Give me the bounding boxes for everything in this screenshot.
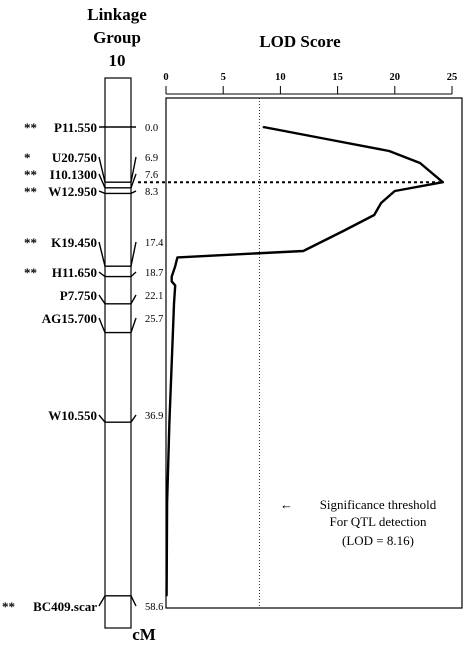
marker-tick xyxy=(98,190,137,195)
cm-unit-label: cM xyxy=(132,625,156,644)
marker-3: ** I10.1300 7.6 xyxy=(24,167,158,189)
marker-tick xyxy=(98,271,137,278)
marker-significance-stars: ** xyxy=(24,120,37,135)
marker-position-cm: 58.6 xyxy=(145,602,163,613)
marker-position-cm: 17.4 xyxy=(145,238,164,249)
marker-significance-stars: ** xyxy=(24,184,37,199)
marker-significance-stars: * xyxy=(24,150,31,165)
marker-position-cm: 6.9 xyxy=(145,153,158,164)
marker-tick xyxy=(98,241,137,267)
lod-point xyxy=(394,190,396,192)
threshold-label-line2: For QTL detection xyxy=(330,514,427,529)
marker-10: ** BC409.scar 58.6 xyxy=(2,595,163,614)
marker-9: W10.550 36.9 xyxy=(48,408,163,423)
x-tick-label: 25 xyxy=(447,72,458,83)
lod-point xyxy=(170,275,173,278)
lod-point xyxy=(170,280,173,283)
lod-curve xyxy=(165,125,444,596)
threshold-label-line1: Significance threshold xyxy=(320,497,437,512)
x-tick-label: 0 xyxy=(163,72,168,83)
chromosome-bar xyxy=(104,77,132,629)
threshold-label-line3: (LOD = 8.16) xyxy=(342,533,414,548)
marker-7: P7.750 22.1 xyxy=(60,288,163,305)
marker-4: ** W12.950 8.3 xyxy=(24,184,158,199)
chart-title: LOD Score xyxy=(259,32,341,51)
lg-title-line3: 10 xyxy=(109,51,126,70)
lod-point xyxy=(325,138,327,140)
marker-tick xyxy=(98,173,137,189)
marker-5: ** K19.450 17.4 xyxy=(24,235,164,267)
marker-name: I10.1300 xyxy=(50,167,97,182)
x-tick-label: 20 xyxy=(390,72,401,83)
marker-list: ** P11.550 0.0 * U20.750 6.9 ** I10.1300 7.6 ** W1… xyxy=(2,120,164,614)
lod-point xyxy=(174,265,176,268)
plot-frame xyxy=(165,97,463,609)
marker-position-cm: 18.7 xyxy=(145,268,163,279)
lod-point xyxy=(172,331,174,334)
marker-6: ** H11.650 18.7 xyxy=(24,265,163,280)
x-axis-ticks: 0 5 10 15 20 25 xyxy=(163,72,458,95)
marker-significance-stars: ** xyxy=(24,167,37,182)
lod-point xyxy=(173,303,175,305)
marker-tick xyxy=(98,414,137,423)
lod-point xyxy=(388,150,390,152)
marker-name: U20.750 xyxy=(52,150,97,165)
lod-point xyxy=(302,250,305,252)
x-tick-label: 10 xyxy=(275,72,286,83)
marker-name: AG15.700 xyxy=(42,311,97,326)
threshold-arrow: ← xyxy=(280,497,293,512)
lg-title-line2: Group xyxy=(93,28,141,47)
marker-tick xyxy=(98,156,137,183)
lod-point xyxy=(373,214,376,216)
lod-point xyxy=(174,284,176,287)
marker-name: P11.550 xyxy=(54,120,97,135)
marker-significance-stars: ** xyxy=(24,265,37,280)
marker-name: W10.550 xyxy=(48,408,97,423)
lod-points xyxy=(165,126,444,597)
marker-position-cm: 0.0 xyxy=(145,123,158,134)
marker-name: P7.750 xyxy=(60,288,97,303)
marker-name: H11.650 xyxy=(52,265,97,280)
marker-8: AG15.700 25.7 xyxy=(42,311,163,334)
lod-point xyxy=(342,230,345,232)
lod-point xyxy=(166,502,168,504)
marker-significance-stars: ** xyxy=(2,599,15,614)
marker-position-cm: 22.1 xyxy=(145,291,163,302)
marker-1: ** P11.550 0.0 xyxy=(24,120,158,135)
marker-name: BC409.scar xyxy=(33,599,97,614)
marker-tick xyxy=(98,317,137,334)
lod-point xyxy=(419,162,421,164)
marker-position-cm: 7.6 xyxy=(145,170,158,181)
marker-position-cm: 36.9 xyxy=(145,411,163,422)
lg-title-line1: Linkage xyxy=(87,5,147,24)
marker-position-cm: 8.3 xyxy=(145,187,158,198)
lod-point xyxy=(176,256,179,259)
marker-name: W12.950 xyxy=(48,184,97,199)
lod-point xyxy=(165,595,168,597)
lod-point xyxy=(380,202,382,204)
x-tick-label: 15 xyxy=(332,72,343,83)
marker-2: * U20.750 6.9 xyxy=(24,150,158,183)
lod-point xyxy=(442,181,444,183)
marker-name: K19.450 xyxy=(51,235,97,250)
lod-point xyxy=(262,126,265,128)
lod-point xyxy=(168,421,171,424)
marker-significance-stars: ** xyxy=(24,235,37,250)
marker-tick xyxy=(98,595,137,607)
x-tick-label: 5 xyxy=(221,72,226,83)
marker-position-cm: 25.7 xyxy=(145,314,163,325)
marker-tick xyxy=(98,294,137,305)
